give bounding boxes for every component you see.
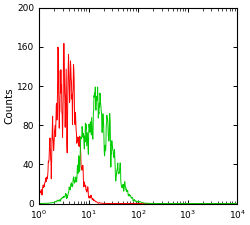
Y-axis label: Counts: Counts <box>4 87 14 124</box>
